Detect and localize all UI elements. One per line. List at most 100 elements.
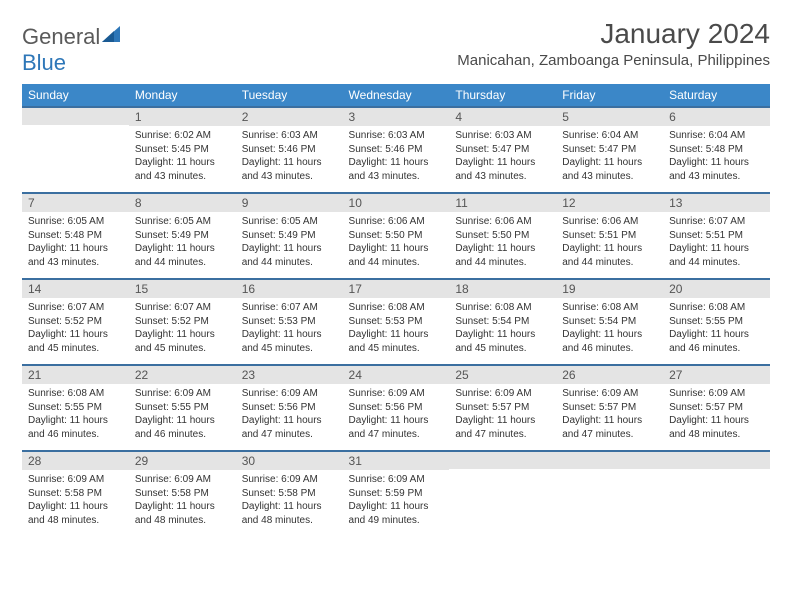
day-details: Sunrise: 6:07 AMSunset: 5:51 PMDaylight:… [663, 212, 770, 273]
day-number: 20 [663, 280, 770, 298]
sunset-text: Sunset: 5:49 PM [242, 229, 337, 243]
day-details: Sunrise: 6:08 AMSunset: 5:53 PMDaylight:… [343, 298, 450, 359]
day-details: Sunrise: 6:03 AMSunset: 5:47 PMDaylight:… [449, 126, 556, 187]
daylight-text: Daylight: 11 hours and 46 minutes. [669, 328, 764, 355]
calendar-day-cell: 22Sunrise: 6:09 AMSunset: 5:55 PMDayligh… [129, 365, 236, 451]
day-number: 24 [343, 366, 450, 384]
sunrise-text: Sunrise: 6:09 AM [562, 387, 657, 401]
daylight-text: Daylight: 11 hours and 48 minutes. [242, 500, 337, 527]
day-number: 22 [129, 366, 236, 384]
day-number: 16 [236, 280, 343, 298]
day-details: Sunrise: 6:06 AMSunset: 5:50 PMDaylight:… [343, 212, 450, 273]
daylight-text: Daylight: 11 hours and 43 minutes. [242, 156, 337, 183]
sunset-text: Sunset: 5:49 PM [135, 229, 230, 243]
sunrise-text: Sunrise: 6:08 AM [28, 387, 123, 401]
sunset-text: Sunset: 5:55 PM [28, 401, 123, 415]
calendar-day-cell: 7Sunrise: 6:05 AMSunset: 5:48 PMDaylight… [22, 193, 129, 279]
calendar-day-cell: 14Sunrise: 6:07 AMSunset: 5:52 PMDayligh… [22, 279, 129, 365]
calendar-day-cell: 27Sunrise: 6:09 AMSunset: 5:57 PMDayligh… [663, 365, 770, 451]
day-number: 27 [663, 366, 770, 384]
daylight-text: Daylight: 11 hours and 46 minutes. [28, 414, 123, 441]
calendar-day-cell [449, 451, 556, 537]
sunrise-text: Sunrise: 6:09 AM [135, 473, 230, 487]
day-details: Sunrise: 6:08 AMSunset: 5:54 PMDaylight:… [449, 298, 556, 359]
sunrise-text: Sunrise: 6:04 AM [562, 129, 657, 143]
day-details: Sunrise: 6:06 AMSunset: 5:51 PMDaylight:… [556, 212, 663, 273]
sunrise-text: Sunrise: 6:09 AM [242, 473, 337, 487]
day-details: Sunrise: 6:03 AMSunset: 5:46 PMDaylight:… [343, 126, 450, 187]
calendar-day-cell: 18Sunrise: 6:08 AMSunset: 5:54 PMDayligh… [449, 279, 556, 365]
daylight-text: Daylight: 11 hours and 47 minutes. [562, 414, 657, 441]
logo-word-general: General [22, 24, 100, 49]
calendar-day-cell: 6Sunrise: 6:04 AMSunset: 5:48 PMDaylight… [663, 107, 770, 193]
sunset-text: Sunset: 5:56 PM [349, 401, 444, 415]
calendar-day-cell: 21 Sunrise: 6:08 AMSunset: 5:55 PMDayligh… [22, 365, 129, 451]
day-details: Sunrise: 6:02 AMSunset: 5:45 PMDaylight:… [129, 126, 236, 187]
calendar-day-cell: 15Sunrise: 6:07 AMSunset: 5:52 PMDayligh… [129, 279, 236, 365]
month-title: January 2024 [457, 18, 770, 50]
day-of-week-header: Sunday [22, 84, 129, 107]
daylight-text: Daylight: 11 hours and 44 minutes. [562, 242, 657, 269]
day-number: 6 [663, 108, 770, 126]
calendar-table: SundayMondayTuesdayWednesdayThursdayFrid… [22, 84, 770, 537]
daylight-text: Daylight: 11 hours and 45 minutes. [28, 328, 123, 355]
calendar-day-cell: 10Sunrise: 6:06 AMSunset: 5:50 PMDayligh… [343, 193, 450, 279]
sunset-text: Sunset: 5:58 PM [242, 487, 337, 501]
sunset-text: Sunset: 5:58 PM [28, 487, 123, 501]
sunrise-text: Sunrise: 6:06 AM [349, 215, 444, 229]
day-of-week-header: Wednesday [343, 84, 450, 107]
daylight-text: Daylight: 11 hours and 43 minutes. [562, 156, 657, 183]
day-number: 30 [236, 452, 343, 470]
sunrise-text: Sunrise: 6:08 AM [455, 301, 550, 315]
sunset-text: Sunset: 5:48 PM [669, 143, 764, 157]
logo-sail-icon [102, 24, 124, 50]
daylight-text: Daylight: 11 hours and 46 minutes. [562, 328, 657, 355]
sunrise-text: Sunrise: 6:09 AM [349, 473, 444, 487]
calendar-day-cell: 3Sunrise: 6:03 AMSunset: 5:46 PMDaylight… [343, 107, 450, 193]
sunset-text: Sunset: 5:56 PM [242, 401, 337, 415]
calendar-day-cell: 16Sunrise: 6:07 AMSunset: 5:53 PMDayligh… [236, 279, 343, 365]
day-details: Sunrise: 6:03 AMSunset: 5:46 PMDaylight:… [236, 126, 343, 187]
day-number: 9 [236, 194, 343, 212]
calendar-day-cell: 8Sunrise: 6:05 AMSunset: 5:49 PMDaylight… [129, 193, 236, 279]
daylight-text: Daylight: 11 hours and 45 minutes. [455, 328, 550, 355]
sunset-text: Sunset: 5:53 PM [242, 315, 337, 329]
calendar-day-cell: 11Sunrise: 6:06 AMSunset: 5:50 PMDayligh… [449, 193, 556, 279]
day-number: 1 [129, 108, 236, 126]
daylight-text: Daylight: 11 hours and 45 minutes. [135, 328, 230, 355]
daylight-text: Daylight: 11 hours and 44 minutes. [669, 242, 764, 269]
sunrise-text: Sunrise: 6:08 AM [669, 301, 764, 315]
day-details: Sunrise: 6:09 AMSunset: 5:57 PMDaylight:… [449, 384, 556, 445]
calendar-day-cell [22, 107, 129, 193]
day-of-week-header: Saturday [663, 84, 770, 107]
daylight-text: Daylight: 11 hours and 47 minutes. [349, 414, 444, 441]
day-number: 21 [22, 366, 129, 384]
calendar-day-cell: 2Sunrise: 6:03 AMSunset: 5:46 PMDaylight… [236, 107, 343, 193]
calendar-day-cell [556, 451, 663, 537]
day-of-week-header: Thursday [449, 84, 556, 107]
daylight-text: Daylight: 11 hours and 47 minutes. [242, 414, 337, 441]
day-of-week-header: Tuesday [236, 84, 343, 107]
day-number: 13 [663, 194, 770, 212]
sunset-text: Sunset: 5:57 PM [562, 401, 657, 415]
daylight-text: Daylight: 11 hours and 49 minutes. [349, 500, 444, 527]
calendar-day-cell: 1Sunrise: 6:02 AMSunset: 5:45 PMDaylight… [129, 107, 236, 193]
sunrise-text: Sunrise: 6:03 AM [242, 129, 337, 143]
sunset-text: Sunset: 5:55 PM [135, 401, 230, 415]
calendar-week-row: 14Sunrise: 6:07 AMSunset: 5:52 PMDayligh… [22, 279, 770, 365]
daylight-text: Daylight: 11 hours and 44 minutes. [242, 242, 337, 269]
day-number: 18 [449, 280, 556, 298]
day-number: 23 [236, 366, 343, 384]
day-number: 19 [556, 280, 663, 298]
calendar-week-row: 1Sunrise: 6:02 AMSunset: 5:45 PMDaylight… [22, 107, 770, 193]
daylight-text: Daylight: 11 hours and 46 minutes. [135, 414, 230, 441]
sunrise-text: Sunrise: 6:09 AM [669, 387, 764, 401]
calendar-week-row: 21Sunrise: 6:08 AMSunset: 5:55 PMDayligh… [22, 365, 770, 451]
day-number: 25 [449, 366, 556, 384]
sunset-text: Sunset: 5:47 PM [562, 143, 657, 157]
daylight-text: Daylight: 11 hours and 47 minutes. [455, 414, 550, 441]
day-details: Sunrise: 6:04 AMSunset: 5:48 PMDaylight:… [663, 126, 770, 187]
header: General Blue January 2024 Manicahan, Zam… [22, 18, 770, 76]
day-of-week-header: Monday [129, 84, 236, 107]
day-details: Sunrise: 6:05 AMSunset: 5:49 PMDaylight:… [236, 212, 343, 273]
